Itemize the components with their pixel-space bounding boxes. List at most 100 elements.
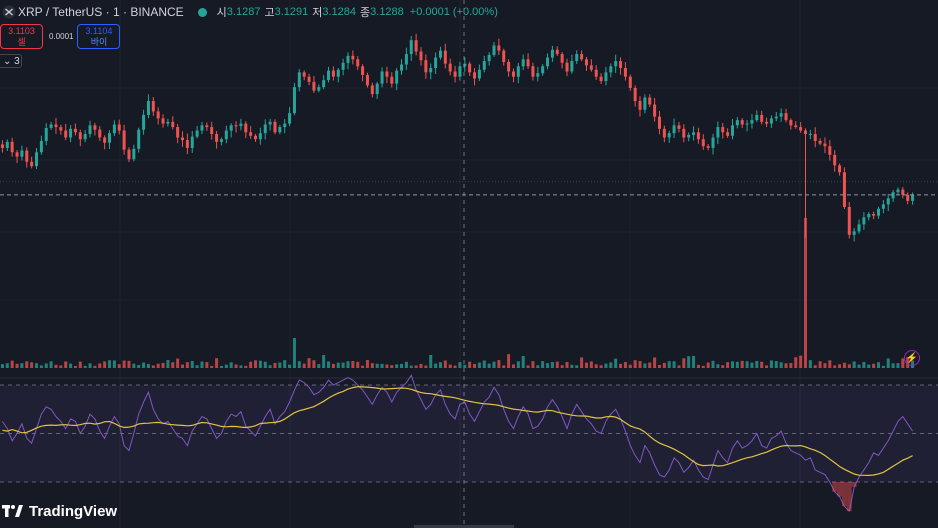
candle-body (662, 128, 666, 138)
volume-bar (39, 365, 43, 368)
candle-body (10, 141, 14, 153)
volume-bar (589, 361, 593, 368)
candle-body (628, 76, 632, 88)
candle-body (550, 49, 554, 58)
volume-bar (185, 362, 189, 368)
lightning-icon[interactable]: ⚡ (904, 350, 920, 366)
open-value: 3.1287 (226, 6, 261, 18)
volume-bar (774, 361, 778, 368)
volume-bar (628, 364, 632, 368)
candle-body (365, 74, 369, 86)
volume-bar (706, 362, 710, 368)
candle-body (677, 125, 681, 129)
candle-body (818, 140, 822, 144)
volume-bar (434, 363, 438, 368)
symbol-name[interactable]: XRP / TetherUS · 1 · BINANCE (18, 5, 184, 19)
candle-body (721, 127, 725, 133)
volume-bar (127, 360, 131, 368)
volume-bar (30, 362, 34, 368)
volume-bar (721, 365, 725, 368)
volume-bar (740, 360, 744, 368)
candle-body (672, 125, 676, 134)
buy-button[interactable]: 3.1104 바이 (77, 24, 121, 49)
candle-body (648, 97, 652, 105)
volume-bar (49, 361, 53, 368)
candle-body (370, 85, 374, 95)
candle-body (692, 132, 696, 135)
volume-bar (234, 364, 238, 368)
volume-bar (794, 357, 798, 368)
volume-bar (682, 358, 686, 368)
volume-bar (103, 361, 107, 368)
candle-body (424, 60, 428, 73)
candle-body (555, 49, 559, 55)
volume-bar (477, 362, 481, 368)
candle-body (30, 161, 34, 167)
candle-body (473, 72, 477, 79)
candle-body (838, 165, 842, 173)
candle-body (254, 135, 258, 140)
tradingview-logo[interactable]: TradingView (2, 503, 117, 520)
candle-body (750, 120, 754, 124)
volume-bar (662, 362, 666, 368)
volume-bar (497, 360, 501, 368)
volume-bar (171, 362, 175, 368)
volume-bar (692, 355, 696, 368)
candle-body (249, 132, 253, 136)
volume-bar (507, 354, 511, 368)
candle-body (171, 121, 175, 128)
sell-button[interactable]: 3.1103 셀 (0, 24, 43, 49)
volume-bar (760, 361, 764, 368)
candle-body (327, 70, 331, 81)
volume-bar (872, 363, 876, 368)
volume-bar (623, 362, 627, 368)
candle-body (409, 40, 413, 55)
candle-body (828, 146, 832, 155)
volume-bar (550, 361, 554, 368)
candle-body (735, 120, 739, 126)
candle-body (93, 125, 97, 130)
volume-bar (210, 365, 214, 368)
candle-body (784, 113, 788, 121)
candle-body (896, 189, 900, 193)
candle-body (59, 127, 63, 131)
candle-body (726, 132, 730, 136)
volume-bar (20, 363, 24, 368)
volume-bar (516, 361, 520, 368)
candle-body (614, 61, 618, 67)
candle-body (438, 50, 442, 58)
volume-bar (609, 362, 613, 368)
candle-body (15, 152, 19, 157)
volume-bar (677, 365, 681, 368)
volume-bar (453, 365, 457, 368)
candle-body (643, 97, 647, 110)
volume-bar (468, 361, 472, 368)
volume-bar (648, 362, 652, 368)
candle-body (706, 146, 710, 148)
spread-value: 0.0001 (49, 32, 74, 41)
volume-bar (429, 354, 433, 368)
candle-body (307, 76, 311, 82)
high-value: 3.1291 (274, 6, 309, 18)
candle-body (331, 70, 335, 77)
candle-body (317, 87, 321, 91)
volume-bar (98, 363, 102, 368)
volume-bar (146, 363, 150, 368)
volume-bar (224, 364, 228, 368)
volume-bar (34, 363, 39, 368)
volume-bar (667, 361, 671, 368)
candle-body (25, 150, 29, 162)
volume-bar (409, 365, 413, 368)
candle-body (594, 69, 598, 77)
volume-bar (492, 361, 496, 368)
volume-bar (638, 361, 642, 368)
candle-body (361, 66, 365, 75)
candle-body (794, 125, 798, 128)
candle-body (657, 116, 661, 129)
candle-body (526, 59, 530, 67)
volume-bar (502, 365, 506, 368)
indicators-toggle[interactable]: ⌄ 3 (0, 54, 22, 68)
volume-bar (614, 358, 618, 368)
volume-bar (107, 360, 112, 368)
